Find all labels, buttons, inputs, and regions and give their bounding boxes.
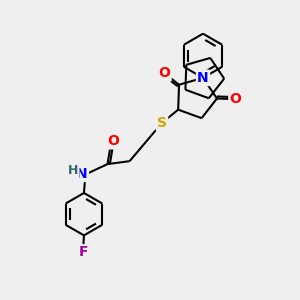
Text: F: F (79, 245, 88, 260)
Text: N: N (76, 167, 88, 181)
Text: O: O (158, 66, 170, 80)
Text: H: H (68, 164, 78, 177)
Text: O: O (107, 134, 119, 148)
Text: N: N (197, 71, 209, 85)
Text: S: S (157, 116, 167, 130)
Text: O: O (230, 92, 242, 106)
